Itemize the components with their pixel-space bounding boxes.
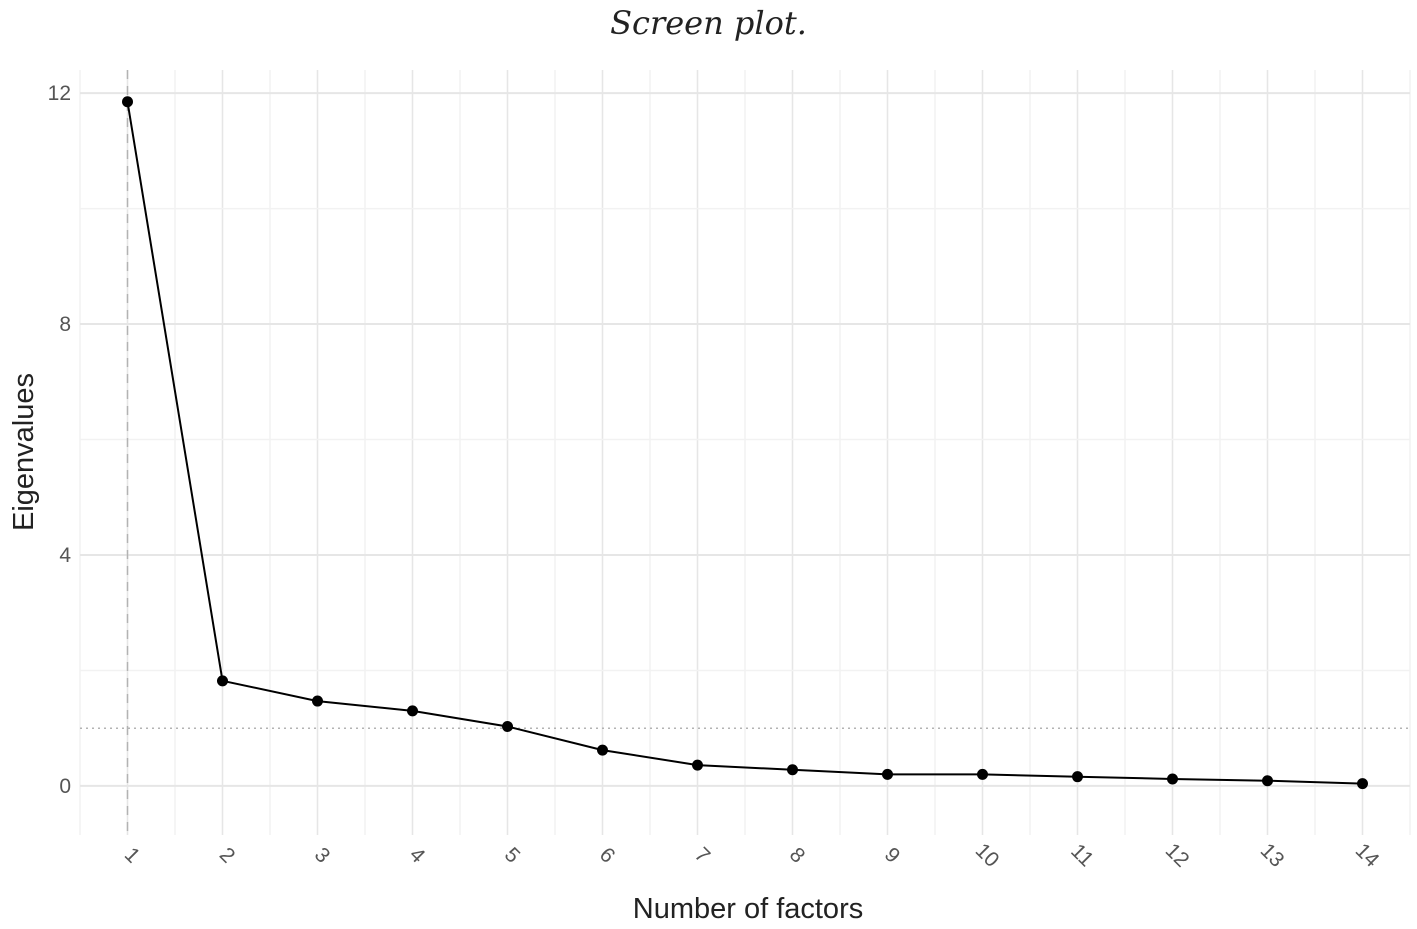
data-point (502, 720, 513, 732)
x-axis-title: Number of factors (633, 893, 863, 925)
data-point (1072, 771, 1083, 783)
series-line (126, 101, 1363, 785)
series-line-group (126, 101, 1363, 785)
x-tick-label: 6 (595, 843, 620, 868)
x-tick-label: 2 (215, 843, 240, 868)
data-point (787, 764, 798, 776)
x-tick-label: 7 (690, 843, 715, 868)
x-tick-label: 11 (1066, 840, 1098, 872)
y-axis-title: Eigenvalues (8, 373, 40, 531)
data-points (122, 96, 1368, 790)
y-tick-label: 0 (59, 775, 71, 798)
data-point (882, 768, 893, 780)
x-tick-label: 1 (120, 843, 145, 868)
x-tick-label: 12 (1161, 839, 1194, 872)
x-tick-label: 3 (310, 843, 335, 868)
data-point (217, 675, 228, 687)
x-tick-label: 9 (880, 843, 905, 868)
x-tick-label: 14 (1351, 839, 1384, 872)
data-point (312, 695, 323, 707)
data-point (407, 705, 418, 717)
x-tick-label: 8 (785, 843, 810, 868)
data-point (1167, 773, 1178, 785)
x-tick-label: 4 (405, 843, 430, 868)
data-point (597, 744, 608, 756)
x-tick-label: 5 (500, 843, 525, 868)
data-point (1357, 778, 1368, 790)
y-tick-label: 12 (48, 82, 71, 105)
data-point (692, 759, 703, 771)
data-point (1262, 775, 1273, 787)
chart-title: Screen plot. (610, 4, 807, 42)
data-point (977, 768, 988, 780)
grid-lines (79, 70, 1411, 835)
x-tick-label: 13 (1256, 839, 1289, 872)
y-tick-label: 8 (59, 313, 71, 336)
data-point (122, 96, 133, 108)
x-tick-label: 10 (971, 839, 1004, 872)
y-tick-label: 4 (59, 544, 71, 567)
